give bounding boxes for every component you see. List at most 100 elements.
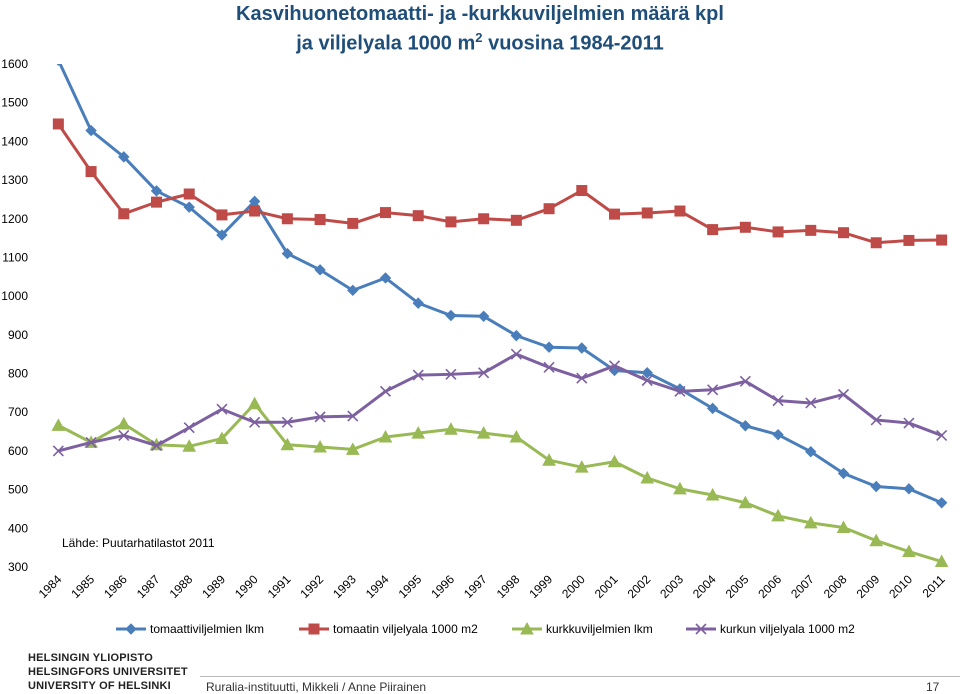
data-point [249,416,261,428]
data-point [445,309,457,322]
university-logo: HELSINGIN YLIOPISTO HELSINGFORS UNIVERSI… [28,651,188,693]
x-tick-label: 1990 [232,572,261,601]
page-number: 17 [926,680,940,694]
title-line2-sup: 2 [475,30,483,45]
data-point [576,342,588,354]
data-point [869,533,884,547]
data-point [609,208,620,220]
x-tick-label: 2010 [886,572,915,601]
x-tick-label: 1994 [363,572,392,601]
data-point [182,439,197,452]
university-name-en: UNIVERSITY OF HELSINKI [28,680,171,692]
data-point [608,360,621,372]
data-point [476,426,491,439]
data-point [641,367,653,379]
series-4 [52,348,948,457]
x-tick-label: 1984 [36,572,65,601]
legend-entry: tomaatin viljelyala 1000 m2 [299,622,478,636]
data-point [118,151,130,163]
data-point [803,515,818,529]
y-tick-label: 1400 [1,134,28,148]
data-point [607,454,622,468]
data-point [85,166,97,178]
x-tick-label: 2007 [788,572,817,601]
data-point [412,210,424,222]
x-tick-label: 1998 [494,572,523,601]
x-tick-label: 2008 [821,572,850,601]
data-point [345,442,360,455]
data-point [805,224,817,236]
data-point [52,118,64,130]
x-tick-label: 2002 [625,572,654,601]
data-point [805,445,817,458]
x-tick-label: 1985 [68,572,97,601]
x-tick-label: 2009 [854,572,883,601]
data-point [151,196,162,208]
title-line2-pre: ja viljelyala 1000 m [296,32,476,55]
legend-marker [308,623,320,635]
data-point [150,439,163,452]
legend-entry: kurkkuviljelmien lkm [512,621,653,636]
y-tick-label: 300 [8,560,28,574]
legend-marker [125,623,137,635]
data-point [934,554,949,567]
data-point [771,508,785,522]
data-point [706,402,719,415]
y-tick-label: 1100 [2,250,28,264]
y-tick-label: 1600 [1,57,28,71]
data-point [347,284,359,297]
y-tick-label: 600 [8,444,28,458]
data-point [805,397,817,409]
data-point [412,369,424,381]
data-point [445,216,457,228]
data-point [543,203,555,215]
data-point [477,310,490,322]
data-point [118,429,130,442]
data-point [380,207,391,219]
data-point [216,403,228,415]
x-tick-label: 1997 [461,572,490,601]
legend-label: kurkun viljelyala 1000 m2 [720,622,855,636]
data-point [640,470,655,484]
data-point [936,429,948,442]
data-point [347,217,359,229]
data-point [772,226,784,238]
data-point [574,460,589,473]
legend-label: tomaatin viljelyala 1000 m2 [333,622,478,636]
legend-marker [520,621,534,635]
data-point [85,124,97,137]
x-tick-label: 1999 [526,572,555,601]
university-name-fi: HELSINGIN YLIOPISTO [28,652,154,664]
legend-marker [695,623,707,635]
data-point [313,440,327,453]
chart-title-line2: ja viljelyala 1000 m2 vuosina 1984-2011 [180,26,780,56]
x-tick-label: 1989 [199,572,228,601]
source-note: Lähde: Puutarhatilastot 2011 [62,536,215,550]
line-chart: 300 400 500 600 700 800 900 1000 1100 1200 1300 140… [1,57,949,636]
data-point [576,372,588,384]
y-tick-label: 1200 [1,212,28,226]
chart-title: Kasvihuonetomaatti- ja -kurkkuviljelmien… [180,2,780,56]
series-line [57,123,942,245]
data-point [215,431,229,445]
x-tick-label: 2003 [657,572,686,601]
data-point [347,410,359,422]
data-point [870,480,882,493]
data-point [903,234,915,246]
series-line [58,64,943,505]
series-line [57,402,943,564]
data-point [216,209,228,221]
data-point [902,544,916,558]
data-point [118,208,130,220]
footer-credit: Ruralia-instituutti, Mikkeli / Anne Piir… [206,680,427,694]
data-point [707,224,719,236]
x-tick-label: 2004 [690,572,719,601]
data-point [183,422,195,434]
x-tick-label: 1992 [297,572,326,601]
x-tick-label: 1986 [101,572,130,601]
data-point [51,418,66,431]
data-point [739,420,752,432]
data-point [576,185,588,197]
legend-entry: kurkun viljelyala 1000 m2 [686,622,855,636]
series-3 [51,396,949,567]
